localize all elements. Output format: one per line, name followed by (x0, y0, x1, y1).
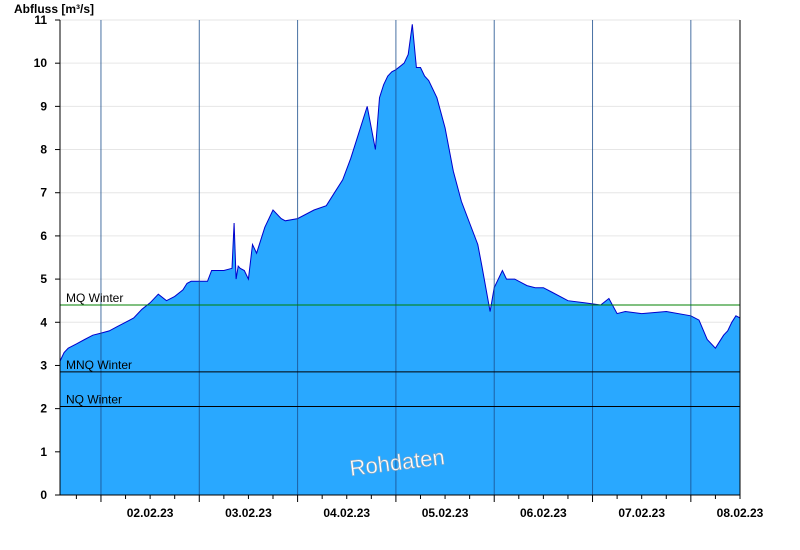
ref-label-2: NQ Winter (66, 392, 122, 406)
y-tick-label-0: 0 (40, 488, 47, 502)
y-tick-label-11: 11 (34, 13, 47, 27)
y-tick-label-5: 5 (40, 272, 47, 286)
y-tick-label-6: 6 (40, 229, 47, 243)
ref-label-0: MQ Winter (66, 291, 123, 305)
y-tick-label-1: 1 (40, 445, 47, 459)
y-tick-label-7: 7 (40, 186, 47, 200)
x-tick-label-4: 06.02.23 (520, 506, 567, 520)
x-tick-label-3: 05.02.23 (422, 506, 469, 520)
y-tick-label-10: 10 (34, 56, 48, 70)
flow-area (60, 24, 740, 496)
y-tick-label-3: 3 (40, 358, 47, 372)
x-tick-label-2: 04.02.23 (323, 506, 370, 520)
x-tick-label-6: 08.02.23 (717, 506, 764, 520)
y-tick-label-8: 8 (40, 143, 47, 157)
y-tick-label-2: 2 (40, 402, 47, 416)
y-tick-label-9: 9 (40, 99, 47, 113)
x-tick-label-0: 02.02.23 (127, 506, 174, 520)
x-tick-label-1: 03.02.23 (225, 506, 272, 520)
x-tick-label-5: 07.02.23 (618, 506, 665, 520)
y-axis-label: Abfluss [m³/s] (14, 2, 94, 16)
ref-label-1: MNQ Winter (66, 358, 132, 372)
y-tick-label-4: 4 (40, 315, 47, 329)
